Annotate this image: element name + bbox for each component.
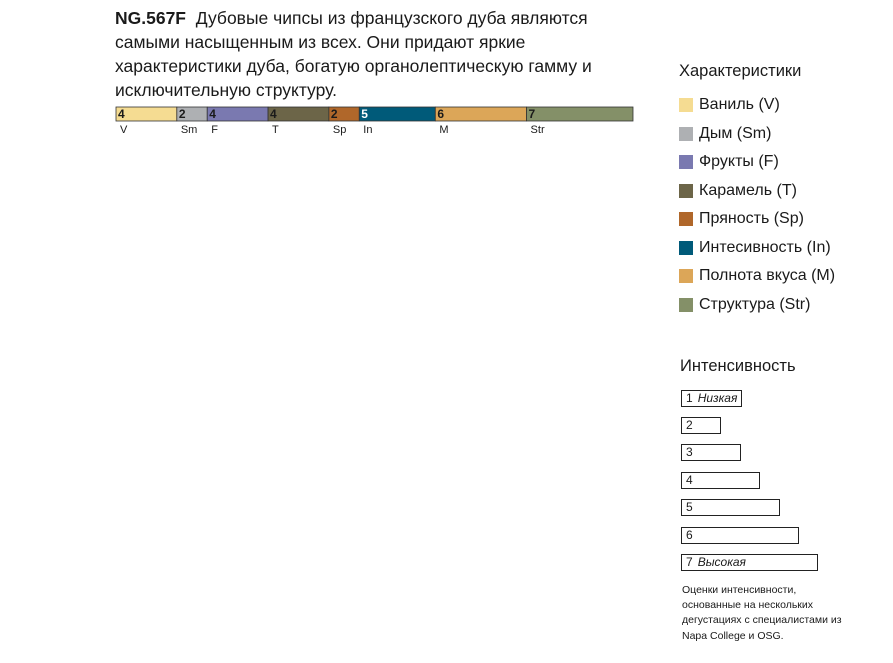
intensity-level-4: 4 bbox=[681, 472, 760, 489]
bar-value-label: 7 bbox=[529, 107, 536, 121]
intensity-level-number: 2 bbox=[686, 418, 693, 432]
bar-value-label: 4 bbox=[270, 107, 277, 121]
legend-label: Дым (Sm) bbox=[699, 124, 772, 142]
intensity-level-label: Низкая bbox=[697, 391, 738, 405]
legend-swatch bbox=[679, 240, 693, 255]
intensity-level-number: 3 bbox=[686, 445, 693, 459]
bar-category-label: V bbox=[120, 124, 128, 136]
intensity-title: Интенсивность bbox=[680, 357, 796, 375]
product-text: Дубовые чипсы из французского дуба являю… bbox=[115, 8, 592, 100]
bar-category-label: T bbox=[272, 124, 279, 136]
bar-segment-m bbox=[434, 106, 527, 122]
intensity-level-5: 5 bbox=[681, 499, 780, 516]
legend-swatch bbox=[679, 297, 693, 312]
legend-swatch bbox=[679, 155, 693, 169]
intensity-level-number: 6 bbox=[686, 528, 693, 542]
legend-title: Характеристики bbox=[679, 62, 802, 80]
intensity-level-6: 6 bbox=[681, 527, 799, 544]
bar-category-label: F bbox=[211, 124, 218, 136]
bar-value-label: 2 bbox=[331, 107, 338, 121]
bar-category-label: In bbox=[363, 124, 372, 136]
legend-label: Структура (Str) bbox=[699, 295, 811, 313]
bar-value-label: 5 bbox=[361, 107, 368, 121]
bar-value-label: 6 bbox=[437, 107, 444, 121]
intensity-level-2: 2 bbox=[681, 417, 721, 434]
intensity-note: Оценки интенсивности, основанные на неск… bbox=[682, 584, 842, 642]
legend-swatch bbox=[679, 269, 693, 283]
intensity-level-number: 1 bbox=[686, 391, 693, 405]
product-code: NG.567F bbox=[115, 8, 186, 28]
bar-segment-v bbox=[115, 106, 178, 122]
intensity-level-number: 7 bbox=[686, 555, 693, 569]
bar-category-label: Str bbox=[531, 124, 545, 136]
legend-label: Интесивность (In) bbox=[699, 238, 831, 256]
bar-segment-in bbox=[358, 106, 436, 122]
bar-category-label: Sp bbox=[333, 124, 346, 136]
intensity-level-3: 3 bbox=[681, 444, 741, 461]
legend-swatch bbox=[679, 212, 693, 226]
legend-swatch bbox=[679, 98, 693, 112]
bar-category-label: M bbox=[439, 124, 448, 136]
bar-value-label: 2 bbox=[179, 107, 186, 121]
intensity-level-label: Высокая bbox=[697, 555, 746, 569]
bar-segment-f bbox=[206, 106, 269, 122]
legend-swatch bbox=[679, 126, 693, 141]
product-description: NG.567F Дубовые чипсы из французского ду… bbox=[115, 6, 635, 102]
intensity-level-1: 1 Низкая bbox=[681, 390, 743, 407]
intensity-level-7: 7 Высокая bbox=[681, 554, 818, 571]
legend-swatch bbox=[679, 183, 693, 198]
legend-label: Пряность (Sp) bbox=[699, 210, 804, 227]
intensity-level-number: 4 bbox=[686, 473, 693, 487]
intensity-level-number: 5 bbox=[686, 500, 693, 514]
bar-category-label: Sm bbox=[181, 124, 198, 136]
legend-label: Полнота вкуса (M) bbox=[699, 267, 836, 284]
bar-segment-t bbox=[267, 106, 330, 122]
bar-value-label: 4 bbox=[118, 107, 125, 121]
legend-label: Фрукты (F) bbox=[699, 153, 779, 170]
legend-label: Карамель (T) bbox=[699, 181, 797, 199]
flavor-bar-chart: 4 V 2 Sm 4 F 4 T 2 Sp 5 In 6 M 7 Str bbox=[115, 106, 634, 136]
bar-segment-str bbox=[526, 106, 634, 122]
legend-label: Ваниль (V) bbox=[699, 96, 780, 113]
bar-value-label: 4 bbox=[209, 107, 216, 121]
